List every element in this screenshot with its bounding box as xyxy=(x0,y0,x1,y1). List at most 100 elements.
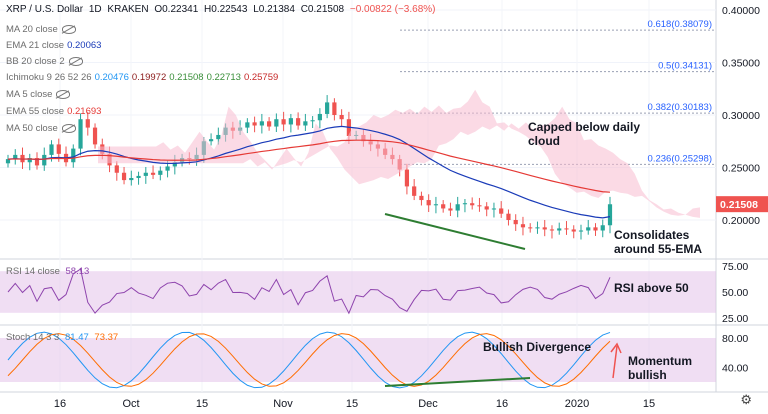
candle-body xyxy=(448,208,453,211)
candle-body xyxy=(586,227,591,231)
candle-body xyxy=(578,230,584,232)
candle-body xyxy=(528,227,533,229)
legend-row[interactable]: EMA 55 close 0.21693 xyxy=(6,106,101,117)
candle-body xyxy=(85,119,90,128)
candle-body xyxy=(281,119,286,125)
annotation-momentum: Momentum bullish xyxy=(628,354,692,382)
candle-body xyxy=(564,228,569,230)
last-price-tag xyxy=(716,196,768,213)
x-tick-label: Nov xyxy=(273,398,293,410)
candle-body xyxy=(172,162,177,167)
rsi-legend-value: 58.13 xyxy=(65,266,90,277)
legend-value: 0.20063 xyxy=(67,40,102,51)
fib-label: 0.236(0.25298) xyxy=(648,153,712,164)
candle-body xyxy=(542,227,547,230)
annotation-rsi: RSI above 50 xyxy=(614,281,689,295)
candle-body xyxy=(42,154,47,166)
candle-body xyxy=(462,203,468,205)
legend-value: 0.22713 xyxy=(206,72,241,83)
candle-body xyxy=(571,229,576,232)
candle-body xyxy=(303,121,308,126)
legend-label: EMA 21 close xyxy=(6,40,65,51)
legend-row[interactable]: MA 20 close xyxy=(6,24,76,35)
legend-row[interactable]: EMA 21 close 0.20063 xyxy=(6,40,101,51)
open-value: O0.22341 xyxy=(154,4,199,15)
stoch-legend[interactable]: Stoch 14 3 3 81.47 73.37 xyxy=(6,332,118,343)
legend-value: 0.21508 xyxy=(169,72,204,83)
ichimoku-cloud xyxy=(98,89,700,218)
rsi-tick-label: 50.00 xyxy=(722,287,748,299)
annotation-capped: Capped below daily cloud xyxy=(528,120,641,148)
legend-label: BB 20 close 2 xyxy=(6,56,65,67)
candle-body xyxy=(165,166,170,171)
legend-label: MA 20 close xyxy=(6,24,58,35)
settings-gear-icon[interactable]: ⚙ xyxy=(740,392,752,407)
candle-body xyxy=(136,175,141,178)
support-trendline xyxy=(384,213,526,250)
legend-row[interactable]: MA 50 close xyxy=(6,123,76,134)
candle-body xyxy=(27,158,32,163)
fib-label: 0.382(0.30183) xyxy=(648,102,712,113)
candle-body xyxy=(288,118,293,125)
legend-label: MA 50 close xyxy=(6,123,58,134)
candle-body xyxy=(513,220,518,225)
legend-row[interactable]: MA 5 close xyxy=(6,89,71,100)
candle-body xyxy=(208,139,214,142)
x-tick-label: 15 xyxy=(643,398,655,410)
high-value: H0.22543 xyxy=(204,4,248,15)
candle-body xyxy=(607,204,613,226)
candle-body xyxy=(5,159,11,164)
candle-body xyxy=(121,172,127,181)
exchange: KRAKEN xyxy=(107,4,149,15)
candle-body xyxy=(114,165,119,173)
divergence-trendline xyxy=(384,377,531,387)
rsi-legend-label: RSI 14 close xyxy=(6,266,60,277)
rsi-band xyxy=(0,271,716,313)
x-tick-label: 16 xyxy=(54,398,66,410)
y-tick-label: 0.35000 xyxy=(722,58,760,70)
last-price-label: 0.21508 xyxy=(720,199,758,211)
candle-body xyxy=(129,178,134,181)
candle-body xyxy=(506,213,511,220)
rsi-line xyxy=(7,268,611,315)
legend-row[interactable]: BB 20 close 2 xyxy=(6,56,83,67)
hidden-eye-icon[interactable] xyxy=(61,123,76,133)
candle-body xyxy=(339,115,344,120)
candle-body xyxy=(49,144,54,155)
candle-body xyxy=(13,154,18,160)
candle-body xyxy=(267,121,272,127)
candle-body xyxy=(252,122,257,126)
candle-body xyxy=(34,158,40,166)
legend-value: 0.20476 xyxy=(94,72,129,83)
candle-body xyxy=(150,172,156,175)
ema21-line xyxy=(7,125,611,219)
rsi-tick-label: 75.00 xyxy=(722,261,748,273)
candle-body xyxy=(259,121,264,126)
symbol-name[interactable]: XRP / U.S. Dollar xyxy=(6,4,84,15)
stoch-d-value: 73.37 xyxy=(94,332,119,343)
rsi-legend[interactable]: RSI 14 close 58.13 xyxy=(6,266,89,277)
fib-label: 0.5(0.34131) xyxy=(658,61,712,72)
candle-body xyxy=(158,170,163,175)
hidden-eye-icon[interactable] xyxy=(61,24,76,34)
annotation-consolidates: Consolidates around 55-EMA xyxy=(614,228,703,256)
x-tick-label: 2020 xyxy=(565,398,589,410)
candle-body xyxy=(441,204,446,209)
candle-body xyxy=(484,206,489,210)
rsi-tick-label: 25.00 xyxy=(722,313,748,325)
candle-body xyxy=(78,119,83,149)
y-tick-label: 0.20000 xyxy=(722,215,760,227)
stoch-legend-label: Stoch 14 3 3 xyxy=(6,332,60,343)
legend-row[interactable]: Ichimoku 9 26 52 26 0.20476 0.19972 0.21508… xyxy=(6,72,278,83)
hidden-eye-icon[interactable] xyxy=(56,89,71,99)
candle-body xyxy=(499,208,504,214)
interval[interactable]: 1D xyxy=(88,4,102,15)
candle-body xyxy=(455,204,460,211)
candle-body xyxy=(310,120,315,122)
x-tick-label: Dec xyxy=(418,398,438,410)
hidden-eye-icon[interactable] xyxy=(68,56,83,66)
candle-body xyxy=(92,127,98,145)
change-value: −0.00822 (−3.68%) xyxy=(349,4,436,15)
candle-body xyxy=(491,208,497,210)
